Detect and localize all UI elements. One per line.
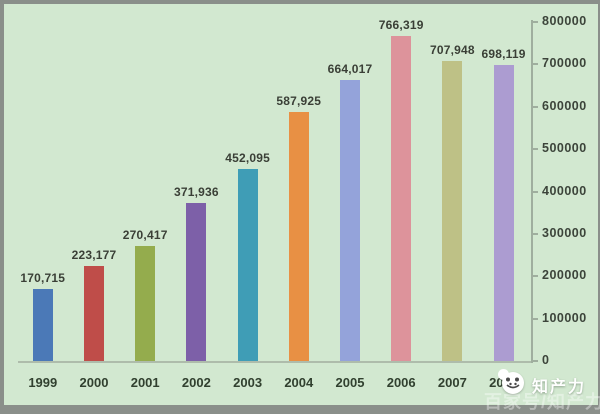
bar-2005 (340, 79, 360, 361)
bar-value-label-2007: 707,948 (430, 43, 475, 57)
y-axis-tick-300000 (533, 232, 538, 235)
y-axis-label-400000: 400000 (542, 183, 587, 198)
x-axis-label-2007: 2007 (437, 375, 467, 390)
y-axis-tick-400000 (533, 190, 538, 193)
x-axis-label-2000: 2000 (79, 375, 109, 390)
x-axis-label-2006: 2006 (386, 375, 416, 390)
y-axis-tick-100000 (533, 317, 538, 320)
bar-value-label-2003: 452,095 (225, 151, 270, 166)
y-axis-tick-200000 (533, 275, 538, 278)
y-axis-label-500000: 500000 (542, 141, 587, 156)
y-axis-tick-700000 (533, 63, 538, 66)
bar-1999 (32, 288, 53, 361)
bar-value-label-1999: 170,715 (20, 270, 66, 285)
bar-value-label-2008: 698,119 (481, 47, 526, 62)
bar-2004 (288, 111, 309, 361)
x-axis-label-2005: 2005 (335, 375, 365, 390)
y-axis-label-700000: 700000 (542, 56, 587, 71)
y-axis-label-800000: 800000 (542, 14, 587, 28)
bar-value-label-2000: 223,177 (71, 248, 117, 263)
bar-2008 (493, 65, 514, 361)
brand-logo-blob (498, 369, 509, 380)
panda-face-icon (506, 377, 520, 389)
bar-value-label-2005: 664,017 (327, 61, 373, 76)
y-axis-tick-600000 (533, 105, 538, 108)
y-axis-tick-800000 (533, 21, 538, 23)
y-axis-tick-500000 (533, 148, 538, 151)
bar-value-label-2002: 371,936 (174, 185, 219, 200)
y-axis-label-300000: 300000 (542, 225, 587, 240)
x-axis-label-2002: 2002 (181, 375, 211, 390)
x-axis-label-2003: 2003 (233, 375, 263, 390)
watermark-brand-text: 知产力 (532, 379, 587, 396)
bar-2007 (442, 61, 463, 361)
bar-2000 (84, 266, 104, 361)
y-axis-label-200000: 200000 (542, 268, 587, 283)
bar-2006 (391, 36, 412, 361)
bar-value-label-2001: 270,417 (122, 228, 168, 243)
y-axis-label-600000: 600000 (542, 98, 587, 113)
brand-logo-icon (498, 369, 524, 394)
bar-2002 (186, 203, 207, 361)
bar-value-label-2004: 587,925 (276, 93, 322, 108)
x-axis-label-2001: 2001 (130, 375, 160, 390)
watermark: 知产力 (498, 369, 600, 396)
watermark-faint-text: 百家号/知产力 (484, 392, 600, 412)
y-axis-tick-0 (533, 360, 538, 362)
bar-2003 (237, 169, 258, 361)
y-axis-label-100000: 100000 (542, 310, 587, 325)
x-axis-label-2004: 2004 (284, 375, 314, 390)
bar-value-label-2006: 766,319 (378, 18, 424, 33)
x-axis-line (18, 361, 532, 363)
bar-chart-plot-area: 0 100000 200000 300000 400000 500000 600000 700… (4, 4, 600, 412)
bar-2001 (135, 246, 156, 361)
y-axis-line (531, 20, 533, 363)
y-axis-label-0: 0 (542, 353, 550, 367)
x-axis-label-1999: 1999 (28, 375, 58, 390)
